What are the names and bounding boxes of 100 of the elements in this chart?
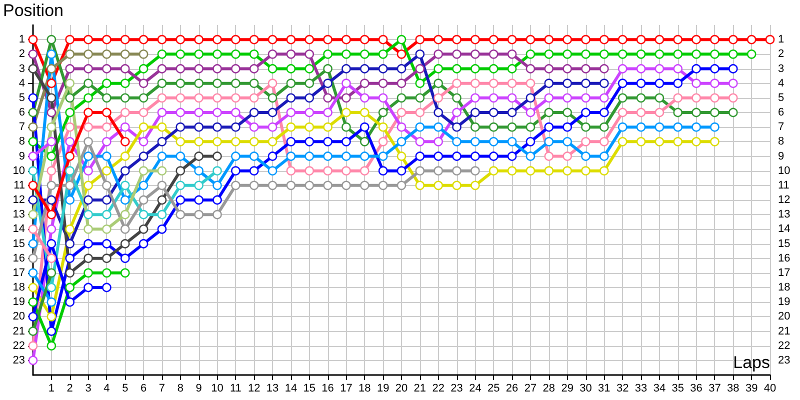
point [194, 34, 204, 44]
point [728, 50, 738, 59]
point [249, 180, 259, 190]
y-tick-label: 2 [18, 48, 25, 60]
point [194, 93, 204, 103]
point [636, 137, 646, 146]
point [268, 64, 278, 74]
point [138, 195, 148, 205]
x-tick-label: 40 [764, 382, 776, 394]
point [28, 64, 38, 74]
point [452, 137, 462, 146]
x-tick-label: 19 [376, 382, 390, 394]
point [65, 268, 74, 278]
x-tick-label: 1 [48, 382, 54, 394]
y-tick-label: 22 [12, 340, 25, 352]
x-tick-label: 21 [414, 382, 426, 394]
y-tick-label: 4 [18, 77, 25, 90]
y-tick-label: 15 [12, 238, 25, 250]
point [526, 34, 536, 44]
point [360, 64, 370, 74]
point [600, 122, 609, 132]
point [618, 108, 628, 118]
point [176, 180, 186, 190]
point [544, 78, 554, 88]
point [46, 64, 56, 74]
y-tick-label: 20 [12, 310, 25, 323]
point [636, 34, 646, 44]
point [746, 50, 756, 59]
point [249, 34, 259, 44]
point [212, 93, 222, 103]
point [323, 108, 332, 118]
point [102, 64, 112, 74]
point [323, 180, 332, 190]
point [378, 93, 388, 103]
point [304, 64, 314, 74]
x-tick-label: 5 [122, 382, 128, 394]
point [176, 108, 186, 118]
point [286, 166, 296, 176]
point [65, 282, 74, 292]
point [378, 180, 388, 190]
point [84, 268, 93, 278]
point [581, 50, 590, 59]
x-tick-label: 27 [524, 382, 537, 394]
point [378, 166, 388, 176]
point [360, 137, 370, 146]
point [507, 108, 517, 118]
x-tick-label: 15 [303, 382, 316, 394]
point [65, 166, 74, 176]
point [84, 108, 93, 118]
point [212, 122, 222, 132]
point [120, 64, 130, 74]
point [176, 210, 186, 220]
x-tick-label: 35 [672, 382, 684, 394]
point [673, 122, 683, 132]
point [488, 152, 498, 161]
point [212, 195, 222, 205]
x-tick-label: 37 [708, 382, 721, 394]
point [84, 137, 93, 146]
point [378, 64, 388, 74]
y-tick-label: 21 [12, 325, 25, 338]
point [470, 166, 480, 176]
point [46, 78, 56, 88]
point [102, 224, 112, 234]
point [581, 34, 590, 44]
point [194, 166, 204, 176]
point [434, 122, 443, 132]
point [562, 34, 572, 44]
point [304, 180, 314, 190]
point [138, 108, 148, 118]
x-tick-label: 25 [488, 382, 500, 394]
point [526, 78, 536, 88]
point [526, 152, 536, 161]
point [120, 34, 130, 44]
point [65, 93, 74, 103]
point [507, 137, 517, 146]
point [157, 166, 167, 176]
point [673, 50, 683, 59]
point [231, 180, 240, 190]
point [65, 78, 74, 88]
y-tick-label: 6 [18, 106, 25, 118]
point [434, 34, 443, 44]
x-tick-label: 24 [469, 382, 482, 394]
point [46, 93, 56, 103]
point [231, 137, 240, 146]
point [600, 50, 609, 59]
point [84, 180, 93, 190]
y2-tick-label: 8 [778, 136, 784, 148]
point [562, 108, 572, 118]
point [323, 122, 332, 132]
point [249, 137, 259, 146]
point [120, 137, 130, 146]
point [28, 254, 38, 263]
point [28, 137, 38, 146]
point [120, 224, 130, 234]
point [452, 93, 462, 103]
point [46, 268, 56, 278]
point [231, 166, 240, 176]
point [562, 152, 572, 161]
point [415, 64, 425, 74]
point [46, 122, 56, 132]
